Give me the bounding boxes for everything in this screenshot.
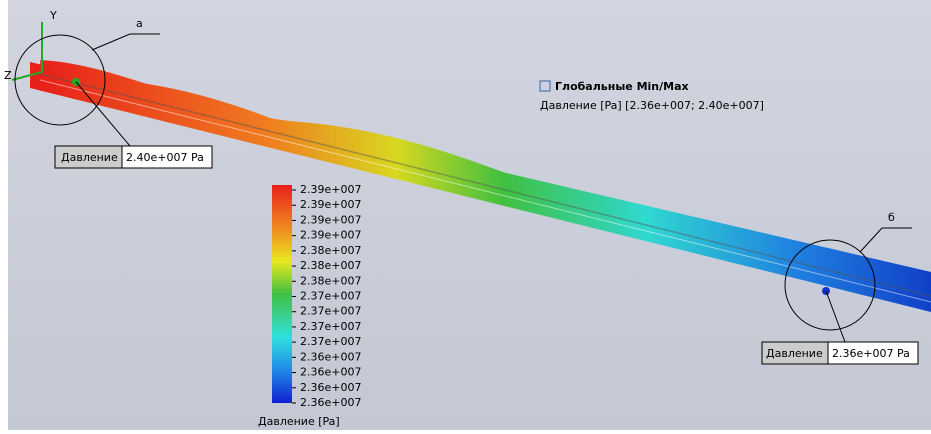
y-label: Y (49, 9, 57, 22)
legend-label: 2.37e+007 (300, 290, 361, 303)
viewport: Y Z а б Давление 2.40e+007 Pa Давление 2… (0, 0, 931, 430)
legend-labels: 2.39e+007 2.39e+007 2.39e+007 2.39e+007 2.38… (292, 183, 361, 409)
legend-label: 2.38e+007 (300, 274, 361, 287)
legend-label: 2.39e+007 (300, 213, 361, 226)
legend-label: 2.37e+007 (300, 320, 361, 333)
legend-label: 2.36e+007 (300, 366, 361, 379)
probe-value: 2.36e+007 Pa (832, 347, 910, 360)
minmax-title: Глобальные Min/Max (555, 80, 689, 93)
legend-title: Давление [Pa] (258, 415, 340, 428)
legend-label: 2.38e+007 (300, 259, 361, 272)
probe-value: 2.40e+007 Pa (126, 151, 204, 164)
probe-name: Давление (61, 151, 118, 164)
legend-label: 2.37e+007 (300, 305, 361, 318)
legend-label: 2.36e+007 (300, 381, 361, 394)
legend-label: 2.36e+007 (300, 350, 361, 363)
z-label: Z (4, 69, 12, 82)
legend-label: 2.38e+007 (300, 244, 361, 257)
probe-name: Давление (766, 347, 823, 360)
callout-label: а (136, 17, 143, 30)
callout-label: б (888, 211, 895, 224)
color-scale (272, 185, 292, 403)
legend-label: 2.39e+007 (300, 198, 361, 211)
legend-label: 2.36e+007 (300, 396, 361, 409)
legend-label: 2.37e+007 (300, 335, 361, 348)
left-margin (0, 0, 8, 430)
background (0, 0, 931, 430)
legend-label: 2.39e+007 (300, 183, 361, 196)
legend-label: 2.39e+007 (300, 229, 361, 242)
minmax-text: Давление [Pa] [2.36e+007; 2.40e+007] (540, 99, 764, 112)
